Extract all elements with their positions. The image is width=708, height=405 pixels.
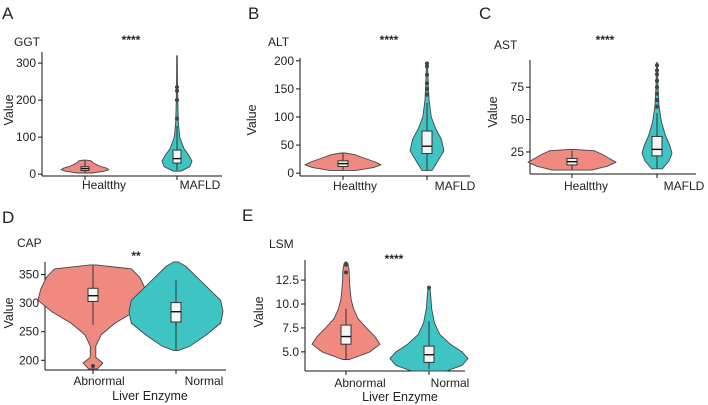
x-tick-label: Healtthy	[82, 178, 126, 192]
y-tick-label: 0	[29, 167, 36, 181]
y-tick-label: 200	[274, 54, 294, 68]
x-axis-title: Liver Enzyme	[362, 390, 438, 404]
panel-title-ggt: GGT	[14, 35, 41, 49]
x-tick-label: Abnormal	[334, 376, 385, 390]
significance-label: ****	[122, 33, 141, 47]
y-axis-title: Value	[2, 94, 16, 125]
plot-area: 5.0 7.5 10.0 12.5	[276, 261, 469, 375]
x-tick-label: Normal	[431, 376, 470, 390]
x-tick-label: Normal	[185, 374, 224, 388]
box-iqr	[651, 135, 663, 157]
outlier-point	[174, 88, 180, 93]
outlier-point	[654, 68, 660, 73]
outlier-point	[654, 63, 660, 68]
y-axis-title: Value	[245, 104, 259, 135]
outlier-point	[424, 81, 430, 86]
outlier-point	[424, 86, 430, 92]
panel-e: E LSM **** Value 5.0 7.5 10.0 12.5 Abnormal…	[242, 206, 469, 404]
outlier-point	[654, 72, 660, 77]
x-tick-label: Healtthy	[564, 179, 608, 193]
box-iqr	[340, 324, 352, 345]
plot-area: 200 250 300 350	[19, 261, 224, 374]
x-axis-title: Liver Enzyme	[112, 389, 188, 403]
y-axis-title: Value	[2, 297, 16, 328]
y-tick-label: 0	[287, 166, 294, 180]
y-axis-title: Value	[486, 96, 500, 127]
y-tick-label: 25	[511, 145, 525, 159]
outlier-point	[174, 116, 180, 121]
y-tick-label: 75	[511, 80, 525, 94]
panel-title-cap: CAP	[17, 236, 42, 250]
panel-letter-d: D	[2, 208, 14, 227]
y-tick-label: 150	[274, 82, 294, 96]
y-tick-label: 300	[16, 56, 36, 70]
panel-letter-e: E	[242, 206, 253, 225]
y-tick-label: 200	[16, 93, 36, 107]
x-tick-label: Abnormal	[73, 374, 124, 388]
panel-d: D CAP ** Value 200 250 300 350 Abnormal Nor…	[2, 208, 226, 403]
outlier-point	[426, 285, 432, 290]
y-axis-title: Value	[252, 296, 266, 327]
box-iqr	[87, 287, 99, 302]
plot-area: 25 50 75	[511, 62, 673, 178]
y-tick-label: 10.0	[276, 297, 300, 311]
panel-title-lsm: LSM	[269, 237, 294, 251]
y-tick-label: 7.5	[282, 321, 299, 335]
panel-letter-c: C	[479, 4, 491, 23]
plot-area: 0 50 100 150 200	[274, 54, 445, 180]
outlier-point	[90, 363, 96, 369]
panel-title-alt: ALT	[268, 35, 290, 49]
x-tick-label: MAFLD	[435, 179, 476, 193]
outlier-point	[654, 104, 660, 109]
outlier-point	[424, 72, 430, 77]
outlier-point	[654, 78, 660, 83]
significance-label: ****	[380, 33, 399, 47]
panel-letter-a: A	[2, 4, 14, 23]
x-tick-label: MAFLD	[664, 179, 705, 193]
outlier-point	[343, 270, 349, 275]
outlier-point	[174, 98, 180, 103]
y-tick-label: 50	[511, 113, 525, 127]
x-tick-label: Healtthy	[333, 179, 377, 193]
y-tick-label: 5.0	[282, 345, 299, 359]
panel-a: A GGT **** Value 0 100 200 300 Healtthy MAF…	[2, 4, 222, 192]
plot-area: 0 100 200 300	[16, 55, 193, 181]
box-iqr	[172, 149, 182, 164]
violin-mafld	[161, 55, 193, 172]
panel-title-ast: AST	[494, 38, 518, 52]
outlier-point	[174, 85, 180, 90]
y-tick-label: 12.5	[276, 273, 300, 287]
y-tick-label: 50	[281, 138, 295, 152]
outlier-point	[654, 91, 660, 96]
panel-letter-b: B	[248, 4, 259, 23]
box-iqr	[421, 130, 433, 155]
y-tick-label: 200	[19, 353, 39, 367]
y-tick-label: 100	[16, 130, 36, 144]
y-tick-label: 250	[19, 325, 39, 339]
outlier-point	[654, 85, 660, 90]
y-tick-label: 350	[19, 268, 39, 282]
panel-b: B ALT **** Value 0 50 100 150 200 Healtthy M…	[245, 4, 476, 193]
outlier-point	[654, 98, 660, 103]
outlier-point	[424, 92, 430, 97]
significance-label: **	[131, 249, 141, 263]
significance-label: ****	[385, 252, 404, 266]
y-tick-label: 100	[274, 110, 294, 124]
panel-c: C AST **** Value 25 50 75 Healtthy MAFLD	[479, 4, 705, 193]
significance-label: ****	[596, 33, 615, 47]
y-tick-label: 300	[19, 296, 39, 310]
outlier-point	[424, 61, 430, 66]
x-tick-label: MAFLD	[180, 178, 221, 192]
outlier-point	[343, 262, 349, 267]
